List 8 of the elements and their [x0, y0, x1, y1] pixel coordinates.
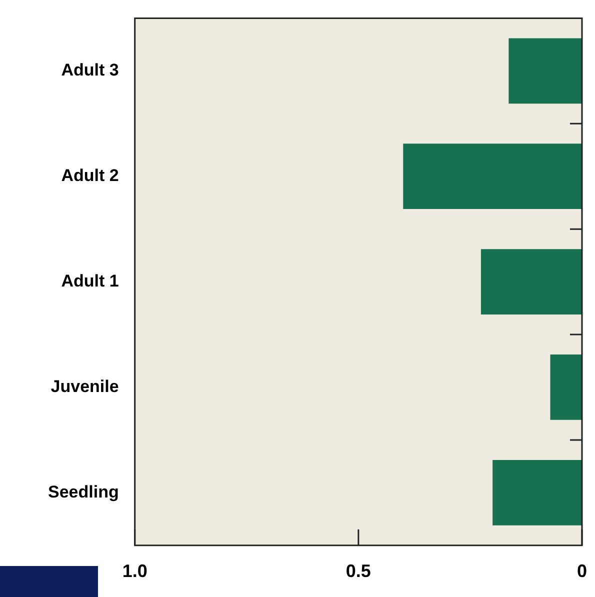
y-tick-label: Juvenile — [50, 376, 119, 396]
y-tick-label: Seedling — [48, 482, 119, 502]
x-tick-label: 1.0 — [122, 561, 148, 582]
y-tick-label: Adult 2 — [61, 166, 119, 186]
y-tick-label: Adult 3 — [61, 60, 119, 80]
x-tick-label: 0.5 — [346, 561, 371, 582]
y-tick-label: Adult 1 — [61, 271, 119, 290]
x-tick-label: 0 — [576, 561, 587, 582]
